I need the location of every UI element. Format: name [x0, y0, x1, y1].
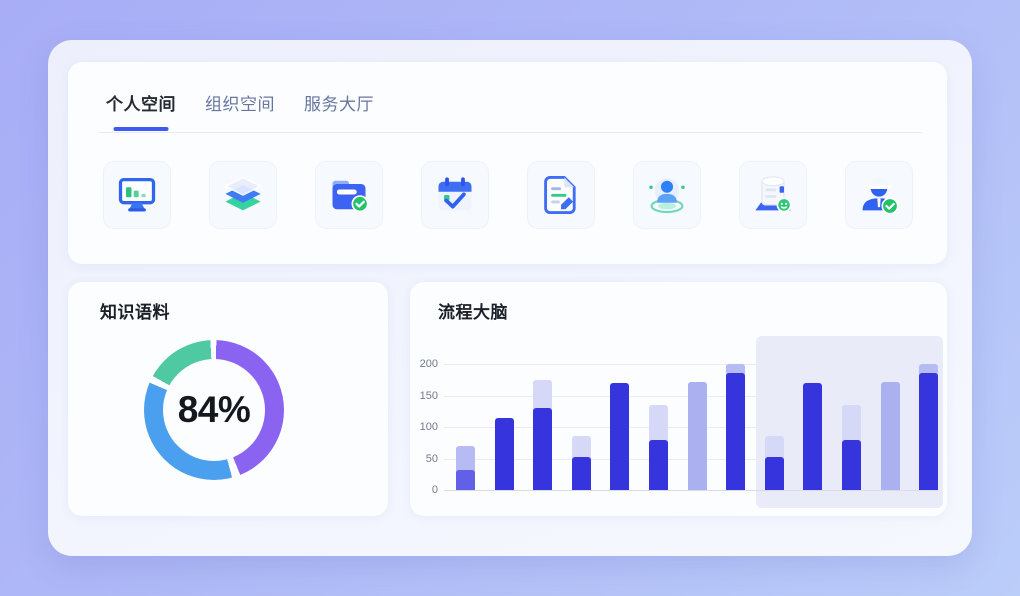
bar-13-value	[919, 373, 939, 490]
dashboard-monitor-icon	[118, 177, 156, 212]
bar-3-value	[533, 408, 553, 490]
workspace-card: 个人空间 组织空间 服务大厅	[68, 62, 947, 264]
workspace-tab-bar: 个人空间 组织空间 服务大厅	[106, 90, 374, 127]
gridline-0	[444, 490, 938, 491]
app-tile-user-location[interactable]	[633, 161, 701, 229]
bar-12-value	[880, 381, 900, 490]
user-location-icon	[649, 178, 685, 214]
tab-0[interactable]: 个人空间	[106, 90, 176, 127]
ytick-50: 50	[425, 452, 438, 465]
ytick-100: 100	[419, 421, 438, 433]
knowledge-donut-chart: 84%	[144, 340, 284, 480]
document-edit-icon	[544, 175, 576, 215]
bar-4-value	[571, 457, 591, 490]
donut-percent-label: 84%	[177, 389, 251, 430]
app-tile-document[interactable]	[527, 161, 595, 229]
bar-8-value	[726, 373, 746, 490]
folder-approved-icon	[332, 180, 369, 213]
knowledge-corpus-title: 知识语料	[100, 303, 170, 322]
bar-6-value	[649, 439, 668, 490]
process-bar-chart: 0 50 100 150 200	[410, 282, 947, 516]
gridline-200	[444, 364, 938, 365]
workspace-shell: 个人空间 组织空间 服务大厅	[48, 40, 972, 556]
bar-1-value	[456, 469, 475, 490]
process-brain-card: 流程大脑 0 50 100 150 200	[410, 282, 947, 516]
bar-9-value	[764, 457, 784, 490]
layer-stack-icon	[223, 176, 263, 211]
tab-1[interactable]: 组织空间	[205, 95, 275, 114]
bar-11-value	[842, 439, 861, 490]
app-tile-folder[interactable]	[315, 161, 383, 229]
bar-2-value	[494, 417, 514, 490]
app-icon-row	[103, 161, 913, 229]
ytick-0: 0	[431, 484, 438, 496]
app-tile-database[interactable]	[739, 161, 807, 229]
calendar-check-icon	[438, 177, 472, 211]
donut-hole	[163, 359, 265, 461]
app-tile-dashboard[interactable]	[103, 161, 171, 229]
engineer-check-icon	[862, 177, 899, 215]
app-tile-engineer[interactable]	[845, 161, 913, 229]
process-brain-title: 流程大脑	[438, 303, 508, 322]
ytick-150: 150	[419, 389, 438, 402]
bar-5-value	[610, 382, 630, 490]
database-icon	[755, 176, 792, 213]
knowledge-corpus-card: 知识语料 84%	[68, 282, 388, 516]
tab-2[interactable]: 服务大厅	[304, 95, 374, 114]
app-tile-calendar[interactable]	[421, 161, 489, 229]
tab-divider	[98, 132, 922, 133]
ytick-200: 200	[419, 358, 438, 370]
app-tile-layers[interactable]	[209, 161, 277, 229]
bar-7-value	[687, 381, 707, 490]
bar-10-value	[803, 382, 823, 490]
